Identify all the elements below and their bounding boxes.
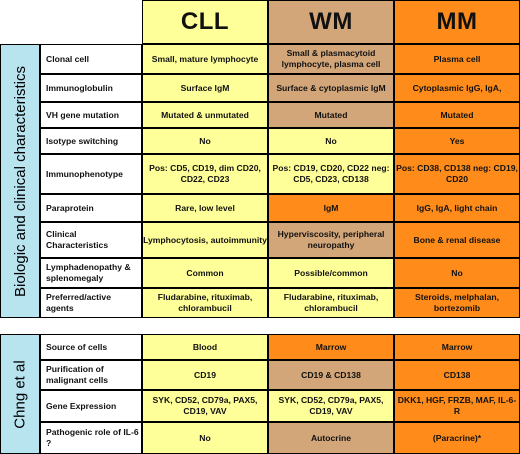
cll-vh-gene-mutation: Mutated & unmutated [142, 102, 268, 128]
cll-isotype-switching: No [142, 128, 268, 154]
wm-paraprotein: IgM [268, 194, 394, 222]
mm-isotype-switching: Yes [394, 128, 520, 154]
section-chng-title: Chng et al [11, 359, 29, 429]
header-mm: MM [394, 0, 520, 44]
cll-pathogenic-role: No [142, 422, 268, 454]
row-label-paraprotein: Paraprotein [40, 194, 142, 222]
cll-gene-expression: SYK, CD52, CD79a, PAX5, CD19, VAV [142, 390, 268, 422]
mm-gene-expression: DKK1, HGF, FRZB, MAF, IL-6-R [394, 390, 520, 422]
wm-immunoglobulin: Surface & cytoplasmic IgM [268, 74, 394, 102]
mm-preferred-agents: Steroids, melphalan, bortezomib [394, 288, 520, 318]
row-label-lymphadenopathy: Lymphadenopathy & splenomegaly [40, 258, 142, 288]
section-biologic-title: Biologic and clinical characteristics [11, 65, 29, 297]
mm-purification: CD138 [394, 360, 520, 390]
row-label-preferred-agents: Preferred/active agents [40, 288, 142, 318]
cll-preferred-agents: Fludarabine, rituximab, chlorambucil [142, 288, 268, 318]
mm-paraprotein: IgG, IgA, light chain [394, 194, 520, 222]
mm-immunoglobulin: Cytoplasmic IgG, IgA, [394, 74, 520, 102]
wm-immunophenotype: Pos: CD19, CD20, CD22 neg: CD5, CD23, CD… [268, 154, 394, 194]
wm-purification: CD19 & CD138 [268, 360, 394, 390]
mm-immunophenotype: Pos: CD38, CD138 neg: CD19, CD20 [394, 154, 520, 194]
mm-clinical-characteristics: Bone & renal disease [394, 222, 520, 258]
mm-lymphadenopathy: No [394, 258, 520, 288]
cll-purification: CD19 [142, 360, 268, 390]
row-label-pathogenic-role: Pathogenic role of IL-6 ? [40, 422, 142, 454]
mm-clonal-cell: Plasma cell [394, 44, 520, 74]
wm-gene-expression: SYK, CD52, CD79a, PAX5, CD19, VAV [268, 390, 394, 422]
section-chng-label: Chng et al [0, 334, 40, 454]
header-wm: WM [268, 0, 394, 44]
header-cll: CLL [142, 0, 268, 44]
row-label-vh-gene-mutation: VH gene mutation [40, 102, 142, 128]
row-label-clonal-cell: Clonal cell [40, 44, 142, 74]
wm-preferred-agents: Fludarabine, rituximab, chlorambucil [268, 288, 394, 318]
row-label-immunoglobulin: Immunoglobulin [40, 74, 142, 102]
cll-immunophenotype: Pos: CD5, CD19, dim CD20, CD22, CD23 [142, 154, 268, 194]
cll-lymphadenopathy: Common [142, 258, 268, 288]
mm-pathogenic-role: (Paracrine)* [394, 422, 520, 454]
cll-clinical-characteristics: Lymphocytosis, autoimmunity [142, 222, 268, 258]
mm-vh-gene-mutation: Mutated [394, 102, 520, 128]
row-label-purification: Purification of malignant cells [40, 360, 142, 390]
wm-clonal-cell: Small & plasmacytoid lymphocyte, plasma … [268, 44, 394, 74]
row-label-immunophenotype: Immunophenotype [40, 154, 142, 194]
mm-source-of-cells: Marrow [394, 334, 520, 360]
cll-clonal-cell: Small, mature lymphocyte [142, 44, 268, 74]
wm-isotype-switching: No [268, 128, 394, 154]
section-biologic-label: Biologic and clinical characteristics [0, 44, 40, 318]
cll-paraprotein: Rare, low level [142, 194, 268, 222]
cll-source-of-cells: Blood [142, 334, 268, 360]
wm-vh-gene-mutation: Mutated [268, 102, 394, 128]
wm-source-of-cells: Marrow [268, 334, 394, 360]
wm-lymphadenopathy: Possible/common [268, 258, 394, 288]
row-label-clinical-characteristics: Clinical Characteristics [40, 222, 142, 258]
wm-clinical-characteristics: Hyperviscosity, peripheral neuropathy [268, 222, 394, 258]
wm-pathogenic-role: Autocrine [268, 422, 394, 454]
row-label-gene-expression: Gene Expression [40, 390, 142, 422]
row-label-source-of-cells: Source of cells [40, 334, 142, 360]
row-label-isotype-switching: Isotype switching [40, 128, 142, 154]
cll-immunoglobulin: Surface IgM [142, 74, 268, 102]
